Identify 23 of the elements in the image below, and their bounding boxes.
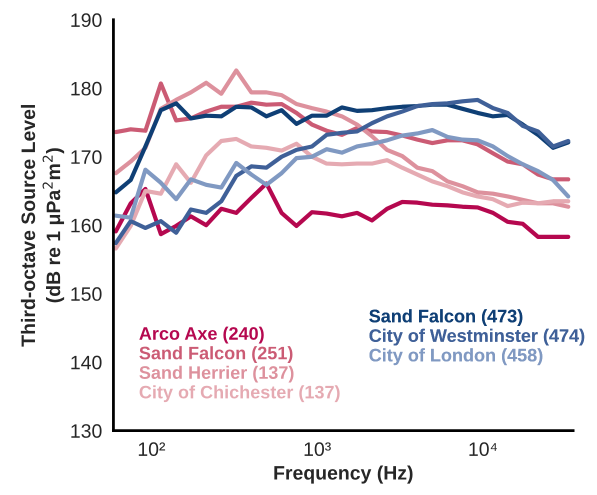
line-series [114,128,570,220]
text: City of Chichester (137) [140,385,340,402]
x-tick-label: 10³ [304,442,331,456]
x-tick-label: 10⁴ [469,442,497,456]
text: Sand Falcon (251) [139,346,292,363]
y-tick-label: 190 [71,13,102,28]
text: Sand Falcon (473) [369,309,522,326]
y-tick-label: 180 [71,82,102,96]
y-tick-label: 140 [71,356,102,370]
y-tick-label: 170 [71,150,102,164]
y-tick-label: 160 [71,218,102,232]
y-axis-title: Third-octave Source Level (dB re 1 μPa$^{2}$m$^{2}$) [20,105,64,347]
line-series [114,136,570,251]
text: Arco Axe (240) [139,326,264,344]
text: City of Westminster (474) [369,328,584,346]
y-tick-label: 130 [71,424,102,438]
text: City of London (458) [369,348,542,366]
line-series [114,98,570,246]
line-series [114,181,570,239]
x-axis-title: Frequency (Hz) [274,465,413,484]
text: Sand Herrier (137) [139,366,294,383]
y-tick-label: 150 [71,287,102,301]
x-tick-label: 10² [138,442,166,456]
